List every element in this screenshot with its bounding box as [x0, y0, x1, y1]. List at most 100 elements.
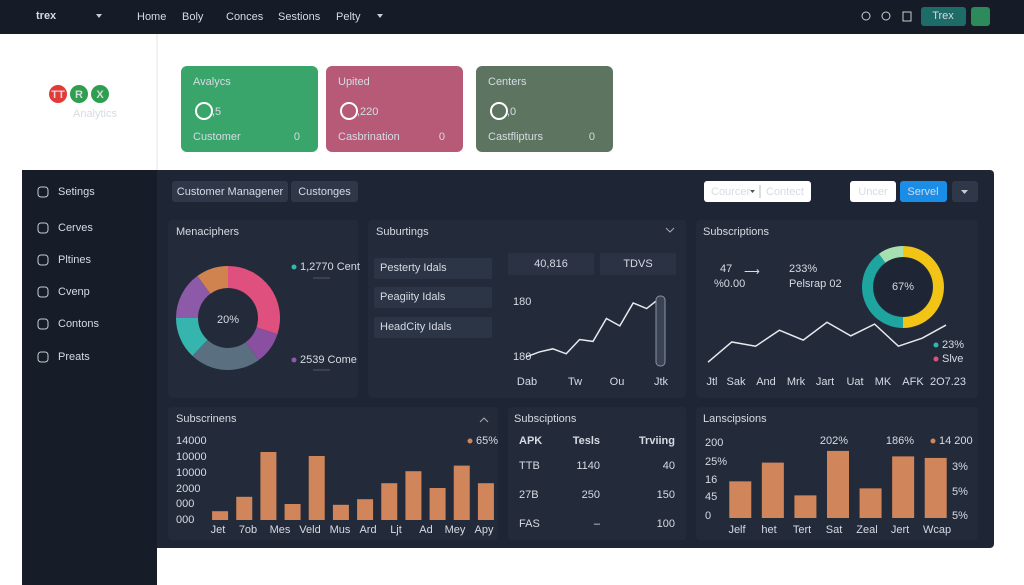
card-title: Centers — [488, 76, 527, 88]
button[interactable] — [850, 181, 896, 202]
brand-dot — [70, 85, 88, 103]
donut-segment — [903, 246, 944, 328]
x-label: Dab — [517, 376, 537, 388]
panel — [368, 220, 686, 398]
dropdown-icon — [750, 190, 755, 193]
table-cell: 1140 — [576, 460, 600, 472]
sidebar-item[interactable]: Cvenp — [58, 286, 90, 298]
clock-icon[interactable] — [881, 11, 891, 21]
bar — [761, 462, 784, 518]
panel-title: Subsciptions — [514, 413, 577, 425]
card-value: ,5 — [212, 106, 221, 118]
sidebar-item[interactable]: Setings — [58, 186, 95, 198]
card — [181, 66, 318, 152]
y-label: 14000 — [176, 435, 207, 447]
dropdown-icon — [96, 14, 102, 18]
dropdown-icon — [961, 190, 968, 194]
table-header: Trviing — [639, 435, 675, 447]
bar — [357, 499, 374, 520]
dropdown-icon — [377, 14, 383, 18]
nav-item: Pelty — [336, 11, 361, 23]
collapse-icon[interactable] — [665, 227, 675, 233]
card-label: Castflipturs — [488, 131, 544, 143]
arrow: ⟶ — [744, 266, 760, 278]
tab[interactable] — [291, 181, 358, 202]
y-label: 000 — [176, 514, 194, 526]
top-label: 186% — [886, 435, 914, 447]
bar — [429, 488, 446, 520]
x-label: Tert — [793, 524, 811, 536]
card-count: 0 — [439, 131, 445, 143]
x-label: Zeal — [856, 524, 877, 536]
card-title: Avalycs — [193, 76, 231, 88]
y-label: 25% — [705, 456, 727, 468]
x-label: Jtk — [654, 376, 669, 388]
nav-item: Conces — [226, 11, 264, 23]
x-label: 7ob — [239, 524, 257, 536]
donut-hole — [874, 258, 932, 316]
logo: trex — [36, 10, 57, 22]
card-label: Customer — [193, 131, 241, 143]
nav-item: Home — [137, 11, 166, 23]
sidebar-icon — [37, 286, 49, 298]
bar — [859, 488, 882, 518]
stat-tag: TDVS — [623, 258, 652, 270]
y-label: 2000 — [176, 483, 200, 495]
donut-center: 20% — [217, 314, 239, 326]
list-item[interactable] — [374, 317, 492, 338]
x-label: And — [756, 376, 776, 388]
search-icon[interactable] — [861, 11, 871, 21]
sidebar-icon — [37, 351, 49, 363]
list-item[interactable] — [374, 287, 492, 308]
donut-segment — [192, 339, 259, 370]
table-cell: 100 — [657, 518, 675, 530]
nav-button[interactable] — [921, 7, 966, 26]
stat-box — [508, 253, 594, 275]
sidebar-icon — [37, 186, 49, 198]
legend-label: 2539 Come — [300, 354, 357, 366]
list-item-label: Pesterty Idals — [380, 262, 447, 274]
doc-icon[interactable] — [902, 11, 912, 22]
legend-label: 23% — [942, 339, 964, 351]
donut-segment — [878, 246, 903, 263]
brand-letter: TT — [51, 89, 65, 101]
donut-segment — [197, 266, 228, 294]
range-handle[interactable] — [655, 295, 666, 367]
button[interactable] — [900, 181, 947, 202]
panel — [168, 407, 498, 540]
x-label: Veld — [299, 524, 320, 536]
table-cell: TTB — [519, 460, 540, 472]
list-item[interactable] — [374, 258, 492, 279]
list-item-label: HeadCity Idals — [380, 321, 452, 333]
sidebar — [22, 170, 157, 585]
panel-title: Subscriptions — [703, 226, 770, 238]
table-cell: 40 — [663, 460, 675, 472]
legend-label: Slve — [942, 353, 963, 365]
brand-letter: R — [75, 89, 83, 101]
sidebar-item[interactable]: Contons — [58, 318, 99, 330]
x-label: Sak — [727, 376, 746, 388]
bar — [332, 504, 349, 520]
app-icon[interactable] — [971, 7, 990, 26]
select-box[interactable] — [704, 181, 811, 202]
card-value: ,0 — [507, 106, 516, 118]
sidebar-item[interactable]: Cerves — [58, 222, 93, 234]
bar — [212, 511, 229, 520]
line — [707, 321, 947, 363]
list-item-label: Peagiity Idals — [380, 291, 446, 303]
x-label: Uat — [846, 376, 863, 388]
y-label: 45 — [705, 491, 717, 503]
card — [476, 66, 613, 152]
sidebar-item[interactable]: Pltines — [58, 254, 92, 266]
top-nav — [0, 0, 1024, 34]
x-label: Ad — [419, 524, 432, 536]
collapse-icon[interactable] — [479, 417, 489, 423]
y-label: 10000 — [176, 451, 207, 463]
sidebar-icon — [37, 254, 49, 266]
bar — [236, 496, 253, 520]
donut-segment — [862, 253, 903, 328]
sidebar-item[interactable]: Preats — [58, 351, 90, 363]
y-label: 200 — [705, 437, 723, 449]
donut-segment — [176, 318, 208, 356]
tab[interactable] — [172, 181, 288, 202]
